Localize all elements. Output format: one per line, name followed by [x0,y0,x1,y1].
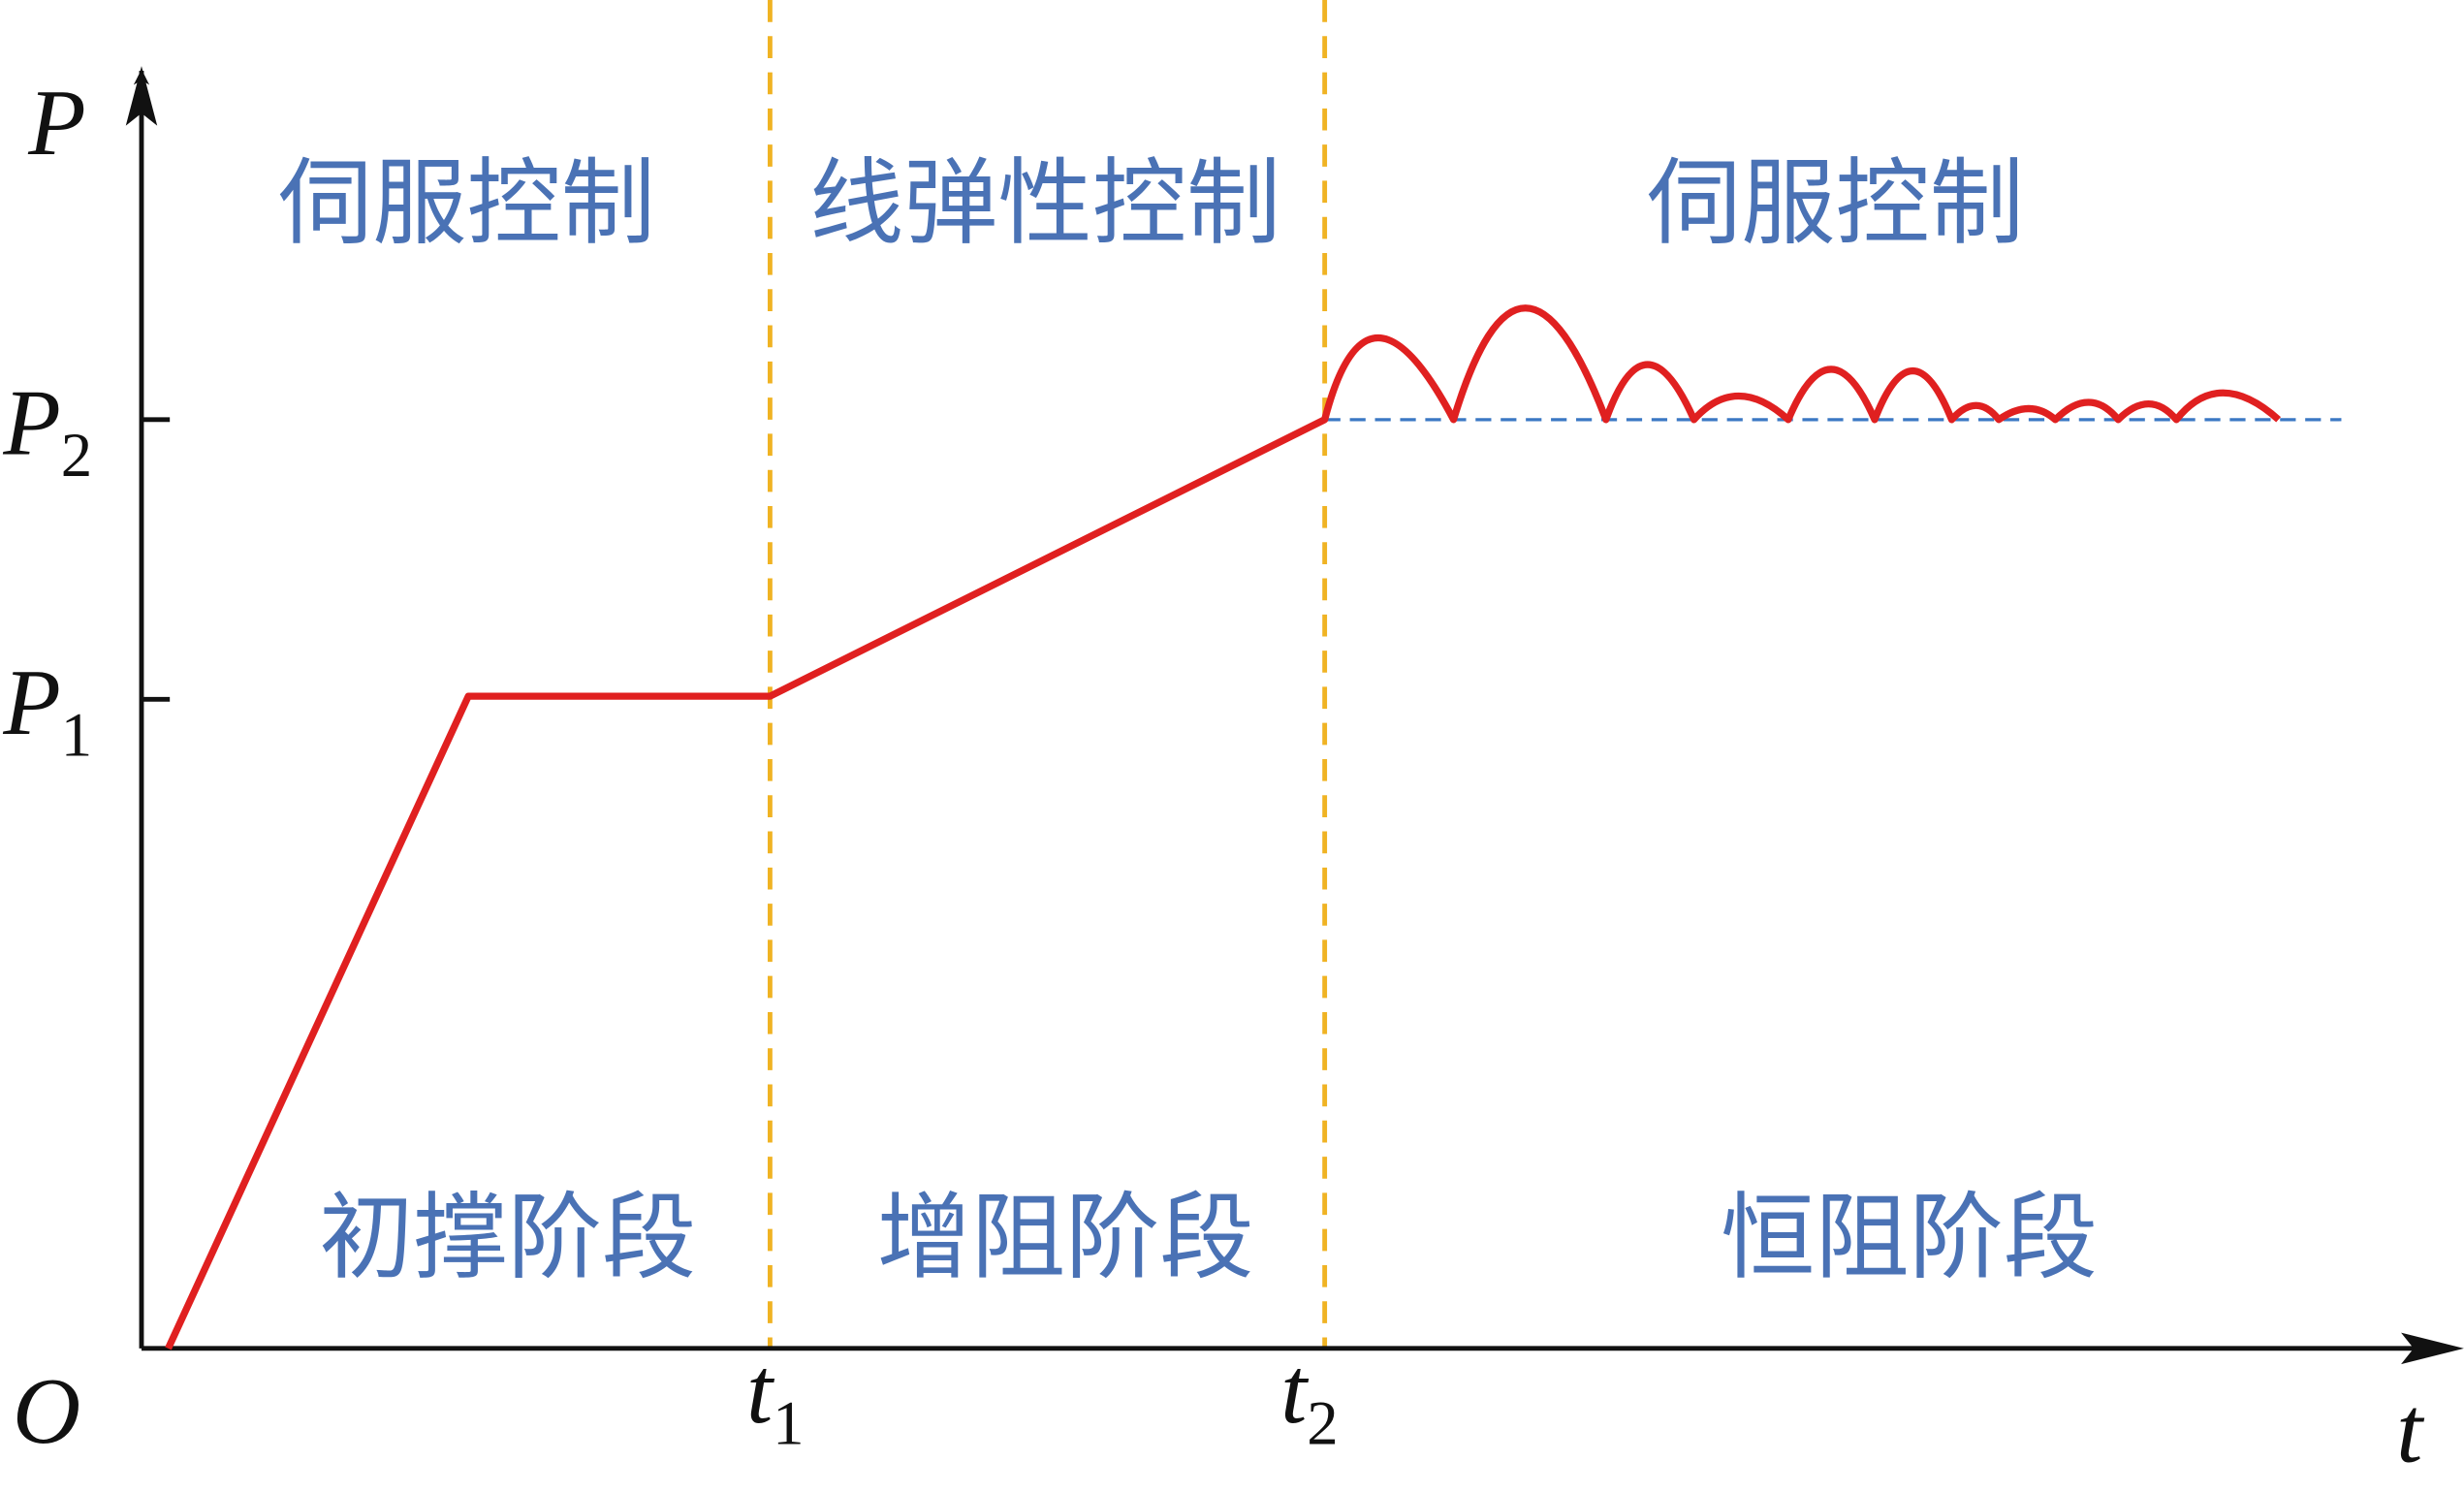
axes [125,66,2464,1365]
control-label: 伺服控制 [278,148,655,258]
control-label: 伺服控制 [1647,148,2024,258]
tick-main: P [2,651,60,755]
tick-main: t [746,1339,774,1444]
y-arrow [125,66,158,126]
tick-sub: 1 [773,1389,804,1459]
tick-sub: 1 [61,701,92,771]
y-tick-label: P1 [2,651,92,771]
x-axis-label: t [2396,1379,2424,1483]
x-arrow [2401,1332,2464,1365]
load-curve [165,304,2282,1350]
x-tick-label: t1 [746,1339,804,1459]
guides [767,0,2342,1349]
x-tick-label: t2 [1280,1339,1338,1459]
stage-label: 恒阻阶段 [1721,1183,2098,1292]
origin-label: O [13,1359,80,1464]
stage-label: 增阻阶段 [877,1183,1254,1292]
y-axis-label: P [27,71,85,175]
y-tick-label: P2 [2,370,92,491]
tick-main: P [2,370,60,475]
stage-label: 初撑阶段 [319,1183,696,1292]
tick-sub: 2 [61,421,92,491]
tick-main: t [1280,1339,1309,1444]
tick-sub: 2 [1307,1389,1338,1459]
control-label: 线弹性控制 [809,148,1280,258]
